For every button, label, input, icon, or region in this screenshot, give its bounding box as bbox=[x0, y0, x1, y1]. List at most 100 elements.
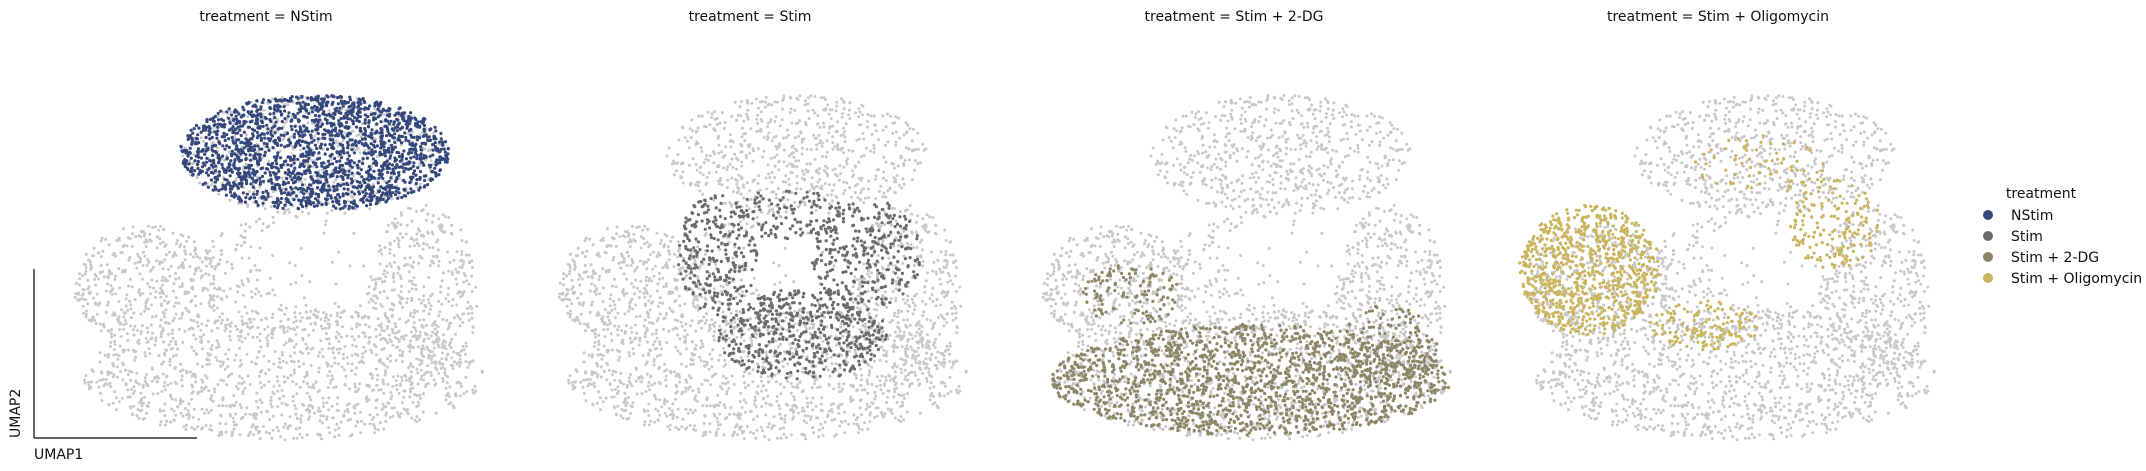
highlight-point bbox=[358, 110, 362, 114]
background-point bbox=[350, 327, 354, 331]
background-point bbox=[182, 425, 186, 429]
background-point bbox=[146, 282, 150, 286]
background-point bbox=[343, 345, 347, 348]
highlight-point bbox=[274, 99, 278, 103]
background-point bbox=[278, 360, 282, 364]
background-point bbox=[250, 360, 254, 364]
background-point bbox=[247, 279, 251, 283]
background-point bbox=[265, 225, 269, 229]
background-point bbox=[405, 297, 409, 301]
highlight-point bbox=[330, 146, 334, 150]
highlight-point bbox=[217, 170, 221, 174]
background-point bbox=[327, 108, 331, 112]
background-point bbox=[275, 375, 279, 379]
highlight-point bbox=[352, 151, 356, 155]
background-point bbox=[350, 362, 354, 366]
highlight-point bbox=[333, 107, 337, 111]
background-point bbox=[167, 343, 171, 347]
background-point bbox=[299, 417, 303, 421]
background-point bbox=[282, 375, 286, 379]
highlight-point bbox=[260, 119, 264, 123]
highlight-point bbox=[336, 102, 340, 106]
highlight-point bbox=[269, 137, 273, 141]
highlight-point bbox=[368, 187, 372, 191]
highlight-point bbox=[380, 110, 384, 114]
background-point bbox=[205, 408, 209, 412]
background-point bbox=[400, 375, 404, 379]
background-point bbox=[159, 420, 163, 424]
highlight-point bbox=[357, 102, 362, 106]
background-point bbox=[330, 404, 334, 408]
background-point bbox=[415, 394, 419, 398]
highlight-point bbox=[358, 180, 362, 185]
highlight-point bbox=[272, 111, 276, 115]
background-point bbox=[337, 332, 341, 336]
highlight-point bbox=[244, 157, 248, 161]
highlight-point bbox=[211, 153, 215, 157]
background-point bbox=[210, 306, 214, 309]
highlight-point bbox=[406, 191, 410, 195]
background-point bbox=[184, 252, 188, 256]
background-point bbox=[281, 138, 285, 141]
background-point bbox=[464, 360, 468, 363]
highlight-point bbox=[220, 187, 224, 191]
background-point bbox=[422, 234, 425, 238]
background-point bbox=[158, 260, 162, 264]
background-point bbox=[350, 130, 354, 134]
highlight-point bbox=[253, 144, 257, 148]
background-point bbox=[455, 362, 459, 366]
background-point bbox=[445, 394, 449, 397]
background-point bbox=[391, 313, 395, 317]
background-point bbox=[237, 374, 241, 378]
background-point bbox=[190, 391, 194, 395]
highlight-point bbox=[383, 154, 388, 158]
highlight-point bbox=[255, 192, 259, 196]
background-point bbox=[240, 340, 244, 344]
background-point bbox=[359, 410, 362, 414]
highlight-point bbox=[388, 107, 392, 111]
background-point bbox=[178, 317, 182, 321]
background-point bbox=[294, 342, 298, 346]
highlight-point bbox=[282, 133, 286, 137]
highlight-point bbox=[204, 143, 208, 147]
background-point bbox=[364, 397, 368, 401]
background-point bbox=[418, 330, 422, 334]
background-point bbox=[184, 423, 188, 427]
background-point bbox=[216, 342, 220, 346]
background-point bbox=[376, 373, 380, 377]
highlight-point bbox=[336, 170, 340, 174]
background-point bbox=[751, 147, 755, 151]
background-point bbox=[180, 282, 184, 286]
background-point bbox=[109, 332, 113, 336]
background-point bbox=[137, 254, 140, 258]
background-point bbox=[733, 152, 737, 156]
highlight-point bbox=[373, 112, 377, 116]
background-point bbox=[330, 347, 334, 351]
highlight-point bbox=[338, 163, 342, 167]
highlight-point bbox=[330, 173, 334, 177]
background-point bbox=[810, 176, 814, 180]
background-point bbox=[444, 297, 448, 301]
background-point bbox=[383, 329, 386, 333]
highlight-point bbox=[361, 97, 365, 101]
background-point bbox=[472, 326, 475, 329]
background-point bbox=[745, 112, 749, 116]
background-point bbox=[847, 108, 851, 112]
background-point bbox=[462, 392, 466, 396]
background-point bbox=[389, 397, 393, 401]
highlight-point bbox=[222, 119, 226, 123]
background-point bbox=[467, 312, 470, 316]
background-point bbox=[97, 302, 101, 306]
highlight-point bbox=[311, 201, 315, 205]
highlight-point bbox=[266, 167, 270, 171]
background-point bbox=[449, 231, 453, 235]
background-point bbox=[277, 384, 281, 388]
highlight-point bbox=[341, 146, 345, 150]
highlight-point bbox=[292, 198, 296, 202]
background-point bbox=[214, 355, 218, 359]
background-point bbox=[421, 241, 425, 245]
highlight-point bbox=[291, 112, 295, 116]
background-point bbox=[362, 361, 365, 365]
background-point bbox=[440, 279, 444, 283]
